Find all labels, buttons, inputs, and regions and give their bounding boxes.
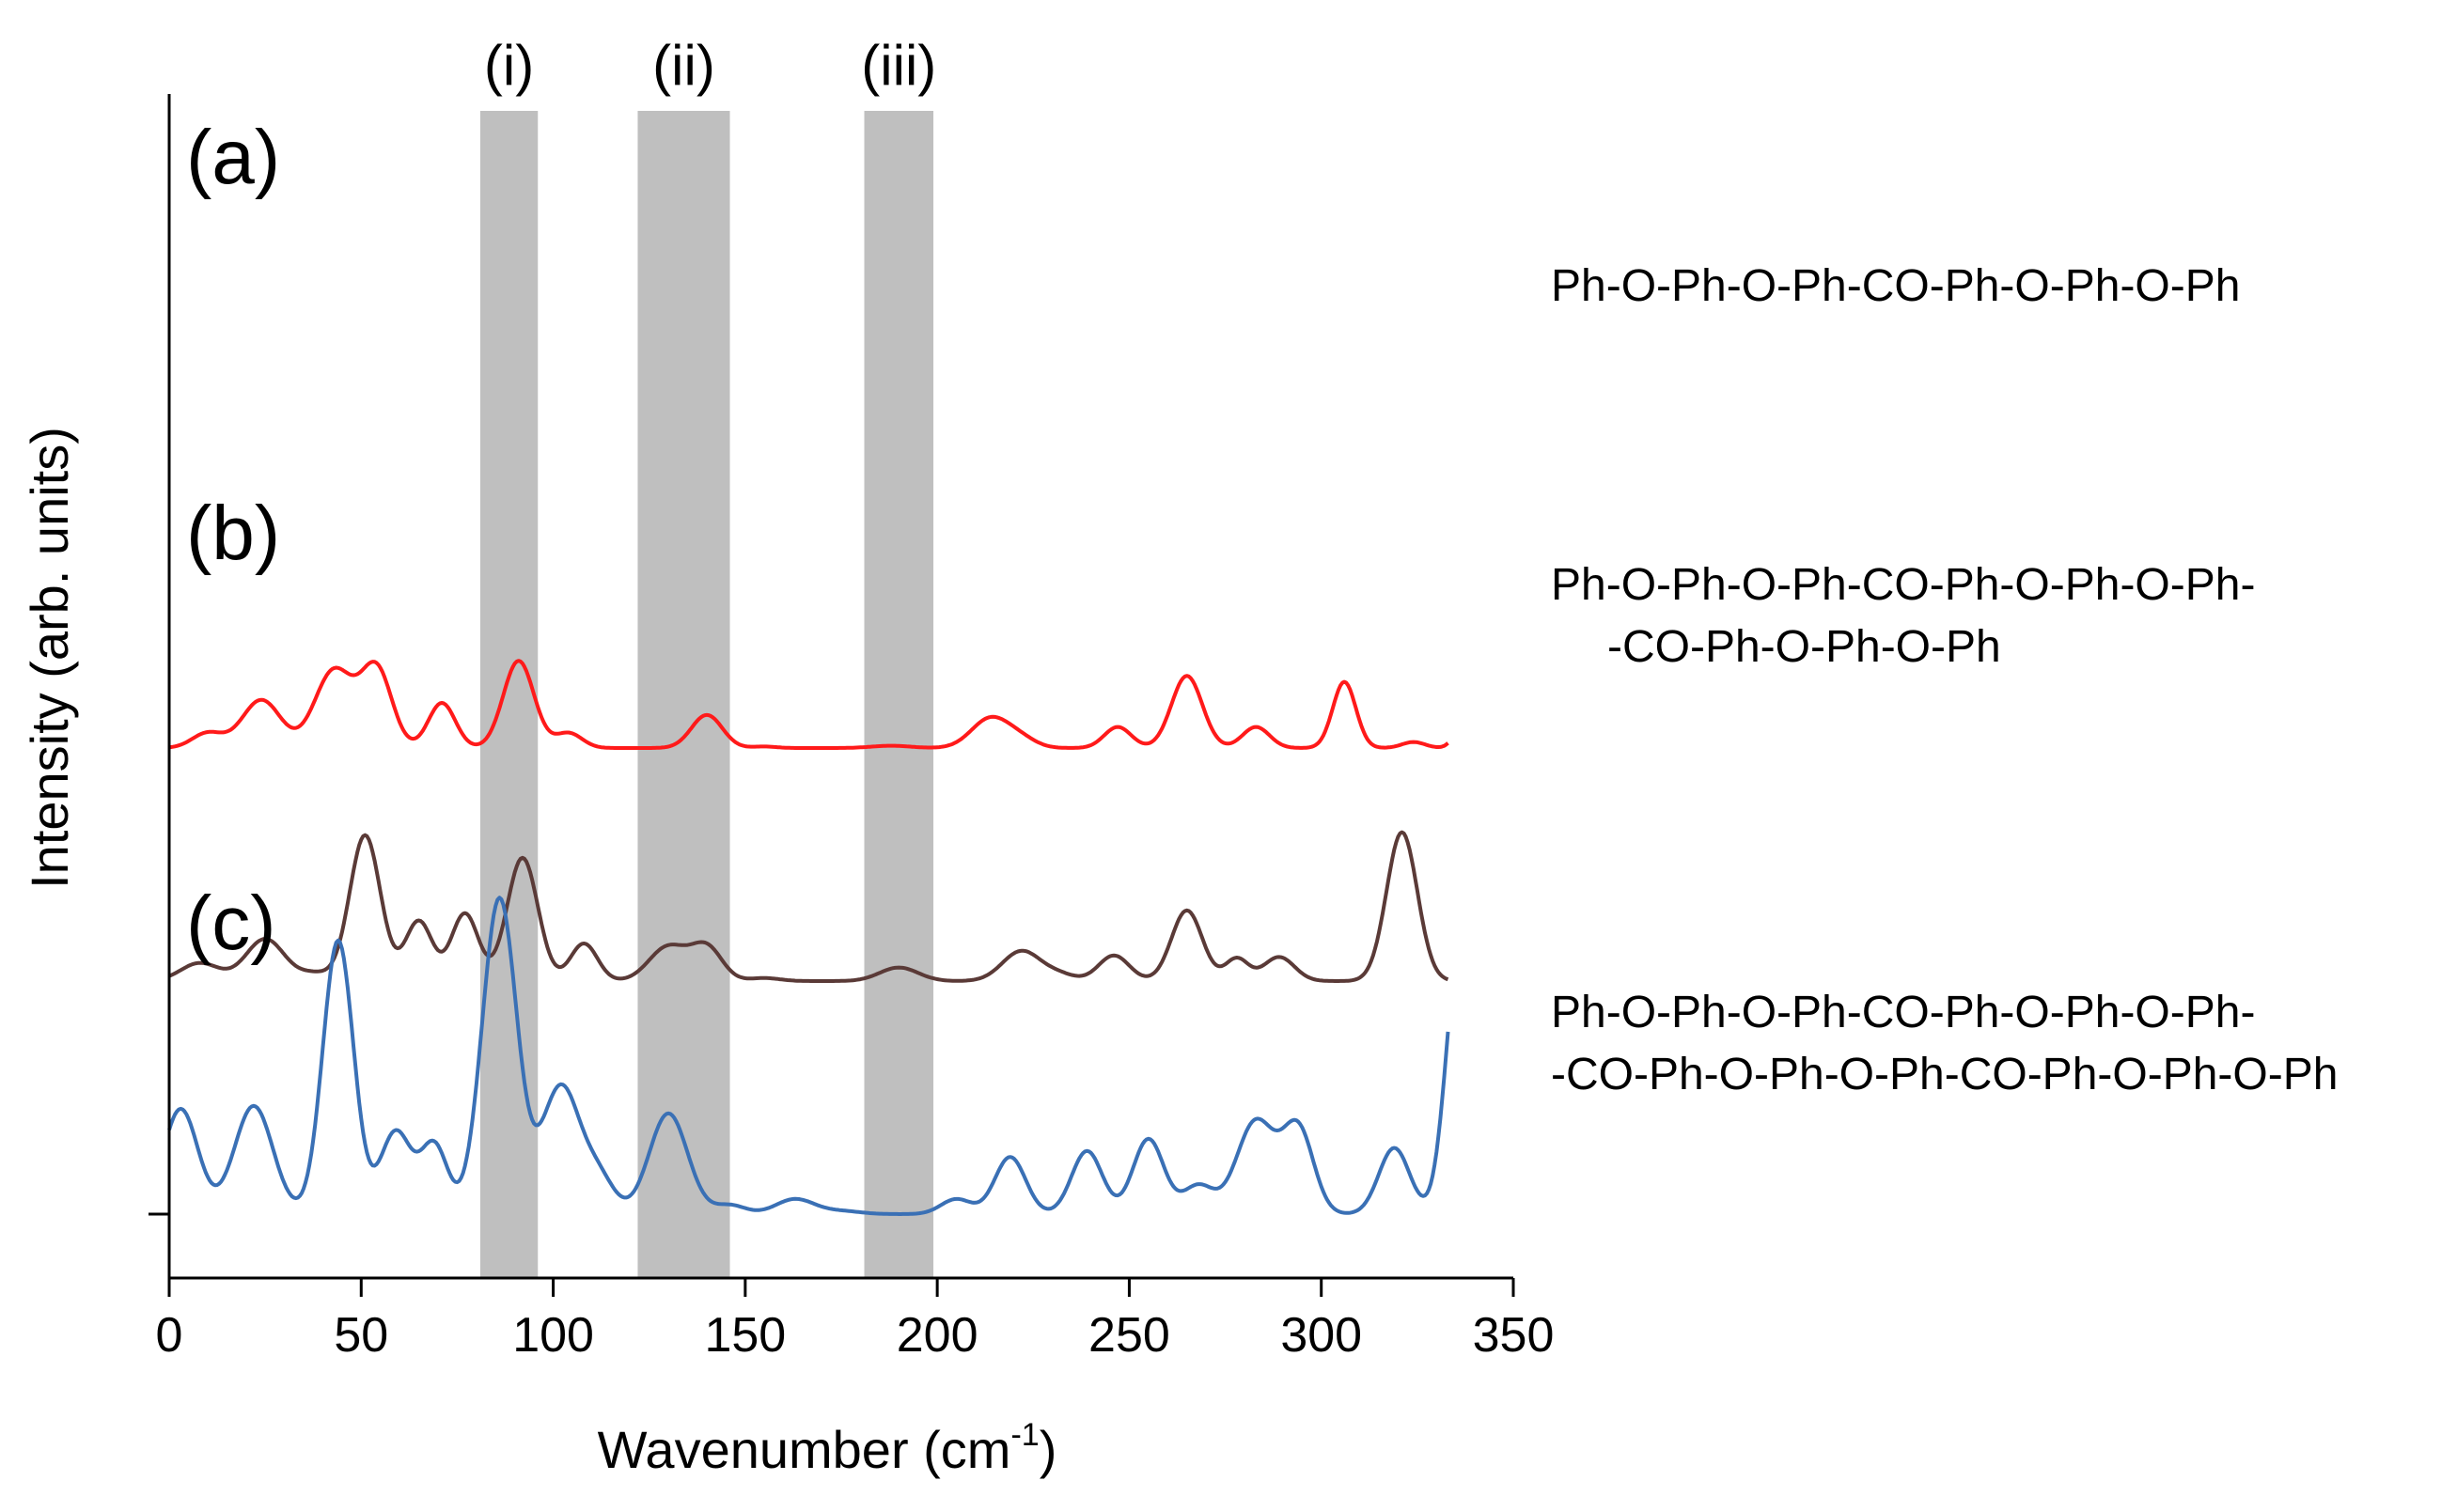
series-label-3: (c): [186, 881, 276, 966]
x-axis-title: Wavenumber (cm-1): [598, 1417, 1057, 1479]
band-label-2: (ii): [652, 34, 715, 97]
band-labels: (i) (ii) (iii): [484, 34, 936, 97]
x-tick-label-50: 50: [334, 1308, 388, 1363]
formula-2-line-1: Ph-O-Ph-O-Ph-CO-Ph-O-Ph-O-Ph-: [1551, 560, 2256, 610]
series-label-1: (a): [186, 115, 280, 200]
x-tick-label-250: 250: [1088, 1308, 1170, 1363]
spectra-series: [167, 659, 1450, 1216]
y-axis-title: Intensity (arb. units): [20, 427, 79, 889]
series-label-2: (b): [186, 491, 280, 576]
series-labels: (a) (b) (c): [186, 115, 280, 966]
x-tick-label-100: 100: [512, 1308, 594, 1363]
x-tick-label-200: 200: [897, 1308, 978, 1363]
series-line-3: [167, 896, 1450, 1216]
band-3: [864, 111, 934, 1278]
band-2: [637, 111, 730, 1278]
axes: 0 50 100 150 200 250 300 350: [149, 94, 1554, 1363]
x-tick-label-350: 350: [1473, 1308, 1555, 1363]
x-tick-label-150: 150: [704, 1308, 786, 1363]
band-1: [479, 111, 539, 1278]
band-label-3: (iii): [861, 34, 936, 97]
formula-3-line-2: -CO-Ph-O-Ph-O-Ph-CO-Ph-O-Ph-O-Ph: [1551, 1050, 2339, 1099]
formula-1-line-1: Ph-O-Ph-O-Ph-CO-Ph-O-Ph-O-Ph: [1551, 261, 2241, 311]
formula-2-line-2: -CO-Ph-O-Ph-O-Ph: [1607, 622, 2001, 672]
x-tick-label-0: 0: [156, 1308, 183, 1363]
x-tick-label-300: 300: [1280, 1308, 1362, 1363]
formula-3-line-1: Ph-O-Ph-O-Ph-CO-Ph-O-Ph-O-Ph-: [1551, 988, 2256, 1037]
series-line-1: [168, 659, 1449, 750]
series-line-2: [168, 830, 1449, 983]
band-label-1: (i): [484, 34, 534, 97]
highlight-bands: [479, 111, 934, 1278]
